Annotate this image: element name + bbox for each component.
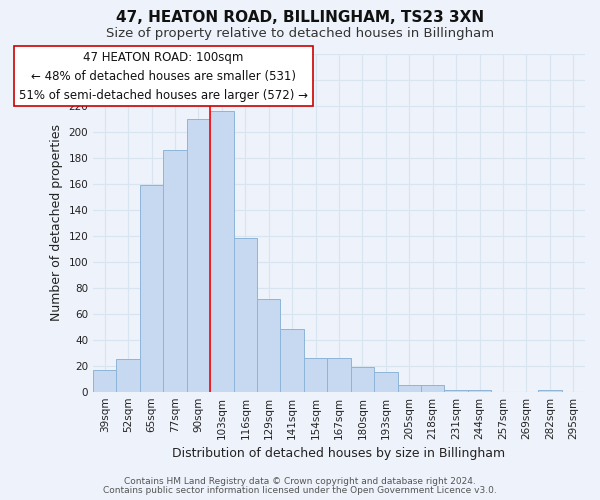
Bar (116, 359, 140, 392)
Y-axis label: Number of detached properties: Number of detached properties (50, 124, 63, 322)
Bar (304, 358, 328, 392)
Bar (233, 238, 257, 392)
Bar (280, 330, 304, 392)
Bar (163, 150, 187, 392)
Bar (210, 111, 233, 392)
Bar (374, 372, 398, 392)
Text: 47, HEATON ROAD, BILLINGHAM, TS23 3XN: 47, HEATON ROAD, BILLINGHAM, TS23 3XN (116, 10, 484, 25)
Bar (140, 185, 163, 392)
Bar (421, 385, 445, 392)
Bar (257, 300, 280, 392)
Bar (93, 370, 116, 392)
Bar (351, 367, 374, 392)
Bar (538, 390, 562, 392)
Bar (445, 390, 468, 392)
Bar (328, 358, 351, 392)
Bar (398, 385, 421, 392)
Text: 47 HEATON ROAD: 100sqm
← 48% of detached houses are smaller (531)
51% of semi-de: 47 HEATON ROAD: 100sqm ← 48% of detached… (19, 50, 308, 102)
Text: Size of property relative to detached houses in Billingham: Size of property relative to detached ho… (106, 28, 494, 40)
Bar (468, 390, 491, 392)
X-axis label: Distribution of detached houses by size in Billingham: Distribution of detached houses by size … (172, 447, 506, 460)
Bar (187, 119, 210, 392)
Text: Contains public sector information licensed under the Open Government Licence v3: Contains public sector information licen… (103, 486, 497, 495)
Text: Contains HM Land Registry data © Crown copyright and database right 2024.: Contains HM Land Registry data © Crown c… (124, 477, 476, 486)
